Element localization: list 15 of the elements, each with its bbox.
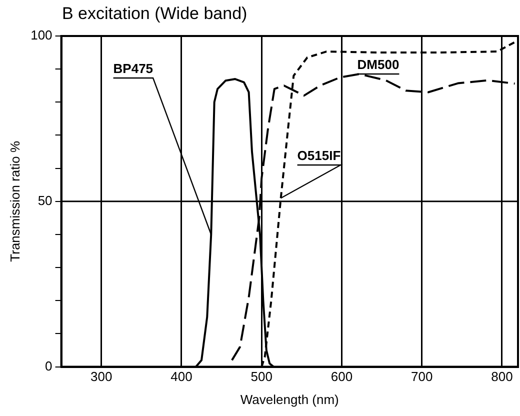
x-tick-label: 600 [330, 369, 353, 384]
text: BP475 [113, 61, 154, 76]
x-axis-title: Wavelength (nm) [240, 392, 339, 407]
x-tick-label: 700 [411, 369, 433, 384]
y-tick-label: 100 [30, 28, 52, 43]
y-axis-title: Transmission ratio % [7, 140, 22, 262]
x-tick-label: 500 [250, 369, 272, 384]
chart-title: B excitation (Wide band) [62, 4, 248, 24]
y-tick-label: 50 [38, 192, 52, 208]
series-label: O515IF [297, 148, 341, 164]
x-tick-label: 300 [90, 369, 112, 384]
x-tick-label: 800 [491, 369, 513, 384]
series-label: DM500 [357, 57, 400, 72]
x-tick-label: 400 [170, 369, 192, 384]
y-tick-label: 0 [45, 358, 52, 374]
